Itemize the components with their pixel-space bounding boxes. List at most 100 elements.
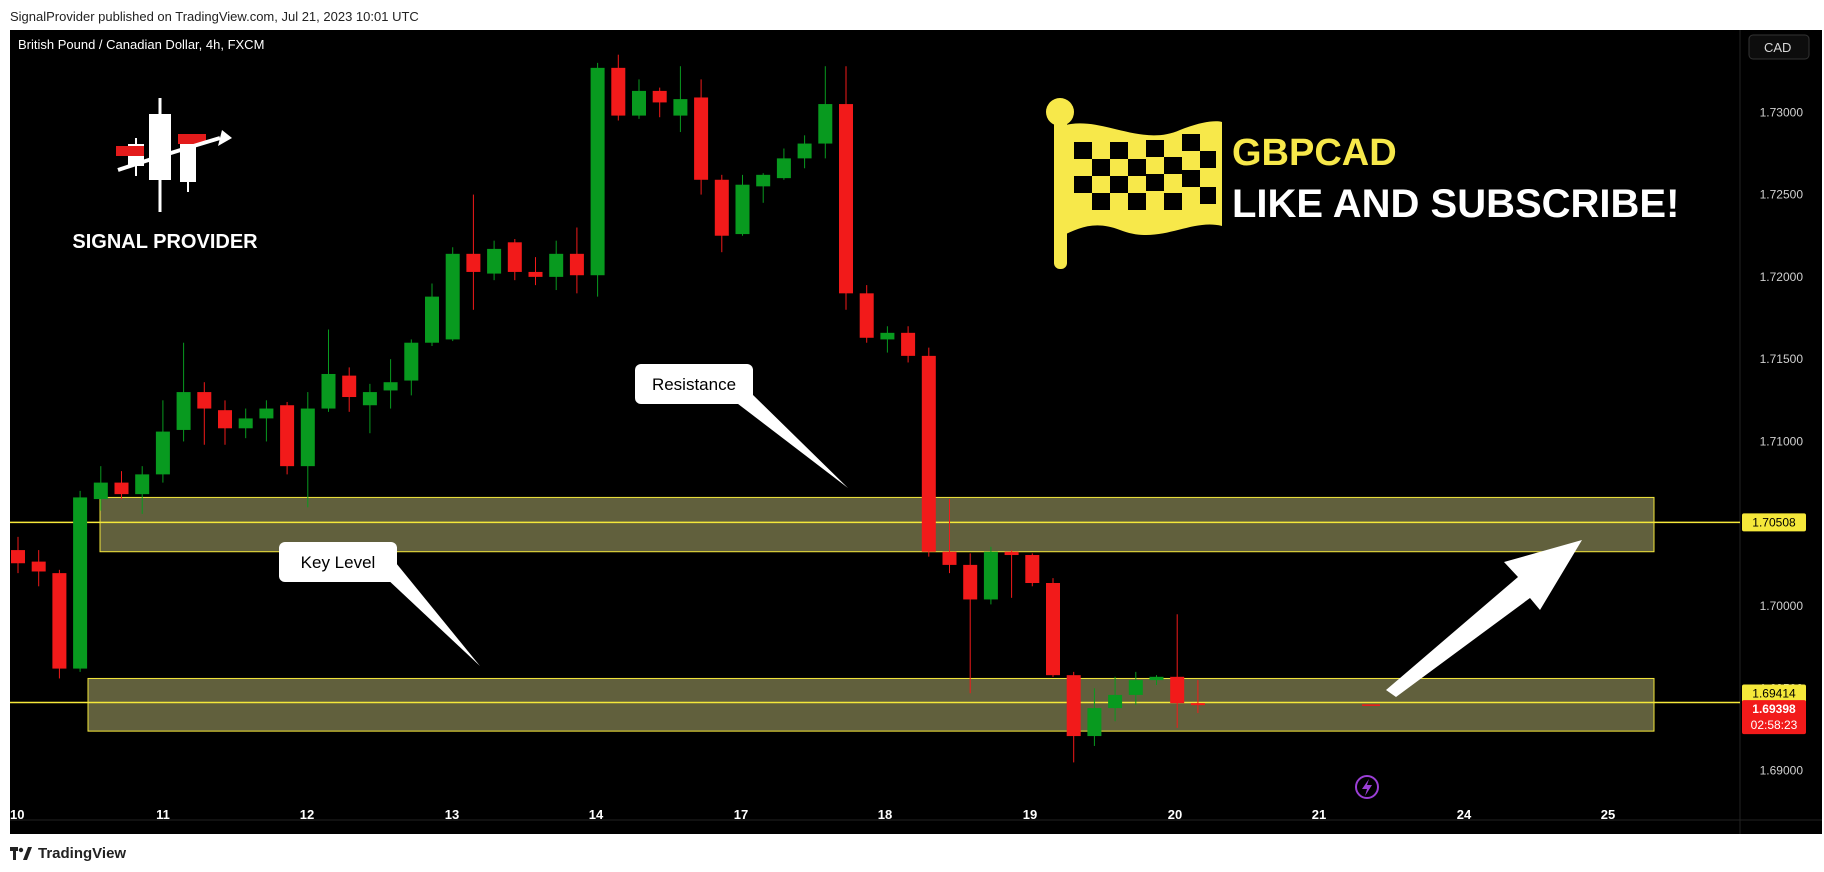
candle bbox=[321, 329, 336, 412]
candle-body bbox=[1149, 676, 1164, 681]
x-tick-label: 21 bbox=[1312, 807, 1326, 822]
candle-body bbox=[73, 497, 88, 669]
candle bbox=[714, 174, 729, 253]
candle bbox=[569, 227, 584, 294]
price-tag-key-label: 1.69414 bbox=[1752, 686, 1796, 700]
candle bbox=[859, 285, 874, 343]
candle bbox=[487, 240, 502, 281]
candle-body bbox=[963, 564, 978, 600]
candle bbox=[507, 239, 522, 281]
candle-body bbox=[404, 342, 419, 381]
x-tick-label: 24 bbox=[1457, 807, 1472, 822]
price-tag-resistance-label: 1.70508 bbox=[1752, 515, 1796, 529]
candle-body bbox=[93, 482, 108, 500]
candle bbox=[756, 173, 771, 203]
candle-body bbox=[694, 97, 709, 180]
candle bbox=[114, 471, 129, 500]
candlestick-chart[interactable]: 1.73000 1.72500 1.72000 1.71500 1.71000 1.705… bbox=[10, 30, 1822, 834]
x-tick-label: 20 bbox=[1168, 807, 1182, 822]
candle-body bbox=[590, 67, 605, 276]
time-axis: 10 11 12 13 14 17 18 19 20 21 24 25 bbox=[10, 807, 1615, 822]
candle-body bbox=[776, 158, 791, 179]
candle-body bbox=[176, 392, 191, 430]
candle bbox=[383, 359, 398, 409]
candle bbox=[983, 546, 998, 605]
candle-body bbox=[31, 561, 46, 572]
candle-body bbox=[238, 418, 253, 429]
candle bbox=[652, 87, 667, 118]
candle-body bbox=[921, 355, 936, 552]
candle-body bbox=[569, 253, 584, 276]
x-tick-label: 18 bbox=[878, 807, 892, 822]
candle bbox=[362, 383, 377, 434]
candle-body bbox=[756, 174, 771, 187]
price-tag-key: 1.69414 bbox=[1742, 684, 1806, 703]
price-tag-last: 1.69398 02:58:23 bbox=[1742, 700, 1806, 735]
footer: TradingView bbox=[10, 845, 126, 862]
candle bbox=[942, 499, 957, 574]
candle bbox=[1190, 680, 1205, 714]
candle-body bbox=[466, 253, 481, 272]
y-tick-label: 1.72500 bbox=[1760, 188, 1804, 202]
candle-body bbox=[383, 382, 398, 391]
candle-body bbox=[839, 104, 853, 294]
candle bbox=[673, 66, 688, 133]
candle-body bbox=[1108, 694, 1123, 709]
y-tick-label: 1.71000 bbox=[1760, 434, 1804, 448]
candle bbox=[466, 194, 481, 310]
candle-body bbox=[1025, 555, 1040, 583]
candle-body bbox=[218, 410, 232, 429]
candle-body bbox=[880, 332, 895, 340]
candle bbox=[342, 367, 357, 412]
candle-body bbox=[362, 392, 377, 406]
x-tick-label: 25 bbox=[1601, 807, 1615, 822]
candle bbox=[1087, 688, 1102, 746]
candle bbox=[155, 400, 170, 483]
candle-body bbox=[901, 332, 916, 356]
currency-button[interactable]: CAD bbox=[1748, 34, 1810, 60]
candles-layer bbox=[11, 54, 1380, 763]
headline-pair: GBPCAD bbox=[1232, 132, 1397, 174]
candle bbox=[404, 339, 419, 396]
candle-body bbox=[114, 482, 129, 495]
candle-body bbox=[1128, 680, 1143, 695]
candle-body bbox=[1004, 551, 1019, 556]
x-tick-label: 14 bbox=[589, 807, 604, 822]
candle bbox=[735, 174, 750, 236]
candle-body bbox=[797, 143, 812, 159]
price-tag-resistance: 1.70508 bbox=[1742, 513, 1806, 532]
candle bbox=[632, 79, 646, 119]
candle bbox=[1170, 614, 1185, 728]
candle-body bbox=[135, 474, 150, 495]
candle bbox=[280, 401, 295, 475]
headline-cta: LIKE AND SUBSCRIBE! bbox=[1232, 182, 1679, 226]
price-tag-countdown: 02:58:23 bbox=[1751, 718, 1798, 732]
candle bbox=[590, 62, 605, 297]
candle bbox=[839, 66, 853, 310]
candle bbox=[1128, 671, 1143, 705]
key-level-callout-label: Key Level bbox=[301, 553, 376, 572]
candle-body bbox=[342, 375, 357, 398]
candle-body bbox=[528, 271, 543, 277]
candle-body bbox=[859, 293, 874, 338]
candle bbox=[1149, 675, 1164, 686]
zone-key-level bbox=[87, 677, 1655, 732]
candle bbox=[73, 490, 88, 672]
candle bbox=[11, 536, 25, 574]
candle-body bbox=[1190, 703, 1205, 706]
candle-body bbox=[611, 67, 626, 116]
candle-body bbox=[1170, 676, 1185, 704]
candle bbox=[1066, 671, 1081, 763]
candle bbox=[1046, 578, 1060, 677]
candle bbox=[197, 382, 212, 445]
candle-body bbox=[300, 408, 315, 467]
candle-body bbox=[259, 408, 274, 419]
candle bbox=[880, 326, 895, 353]
lightning-icon[interactable] bbox=[1355, 775, 1379, 799]
x-tick-label: 17 bbox=[734, 807, 748, 822]
candle bbox=[921, 347, 936, 557]
chart-area[interactable]: 1.73000 1.72500 1.72000 1.71500 1.71000 1.705… bbox=[10, 30, 1822, 834]
candle-body bbox=[549, 253, 564, 277]
candle-body bbox=[652, 90, 667, 103]
candle-body bbox=[942, 551, 957, 565]
